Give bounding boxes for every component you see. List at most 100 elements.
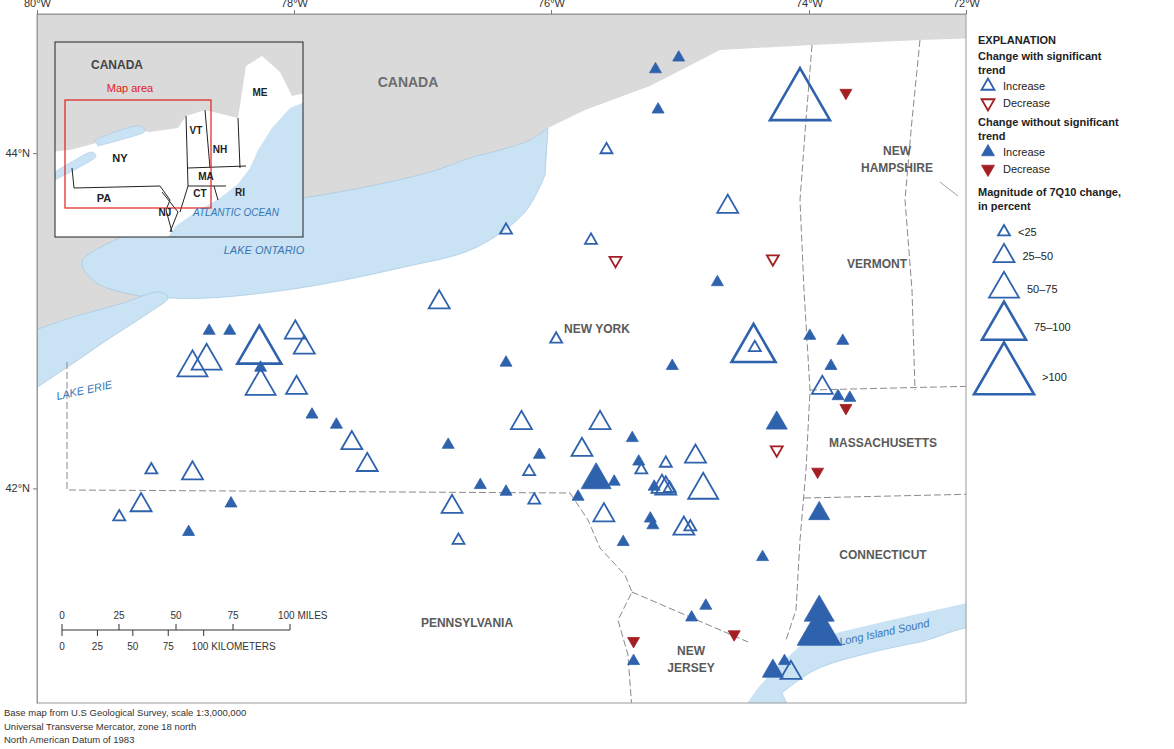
legend: EXPLANATIONChange with significanttrendI…	[974, 34, 1121, 394]
station-marker	[182, 461, 203, 479]
station-marker	[224, 324, 236, 334]
station-marker	[306, 408, 318, 418]
tick-mark	[966, 10, 967, 14]
inset-boundary	[180, 116, 188, 212]
legend-marker	[982, 165, 995, 176]
station-marker	[686, 611, 698, 621]
inset-boundary	[188, 166, 246, 168]
station-marker	[474, 478, 486, 488]
station-marker	[572, 490, 584, 500]
station-marker	[608, 475, 620, 485]
size-legend-label: 25–50	[1023, 250, 1054, 262]
station-marker	[341, 431, 362, 449]
place-labels: CANADALAKE ONTARIOLAKE ERIENEW YORKPENNS…	[55, 74, 937, 675]
lake-erie	[37, 292, 168, 392]
inset-lake	[55, 152, 96, 180]
scale-tick	[176, 624, 177, 630]
inset-label: NY	[112, 152, 128, 164]
scale-label: 100 KILOMETERS	[192, 641, 276, 652]
state-boundary	[905, 40, 920, 390]
station-marker	[442, 438, 454, 448]
station-marker	[685, 444, 706, 462]
station-marker	[617, 535, 629, 545]
station-marker	[225, 497, 237, 507]
station-marker	[452, 533, 464, 543]
tick-mark	[33, 488, 37, 489]
tick-label: 74°W	[796, 0, 824, 9]
place-label: PENNSYLVANIA	[421, 616, 514, 630]
legend-marker	[982, 78, 995, 89]
legend-group-title: Change without significant	[978, 116, 1119, 128]
station-marker	[442, 495, 463, 513]
station-marker	[717, 195, 738, 213]
station-marker	[523, 465, 535, 475]
scale-tick	[203, 630, 204, 636]
state-boundary	[810, 386, 966, 390]
station-marker	[203, 324, 215, 334]
legend-item: Increase	[982, 144, 1046, 158]
tick-label: 72°W	[953, 0, 981, 9]
tick-label: 44°N	[5, 147, 30, 159]
tick-mark	[809, 10, 810, 14]
station-marker	[500, 356, 512, 366]
station-marker	[812, 376, 833, 394]
station-marker	[237, 326, 281, 364]
tick: 80°W	[24, 0, 52, 14]
base-map	[37, 14, 966, 703]
size-legend-label: 75–100	[1034, 321, 1071, 333]
station-marker	[840, 404, 852, 414]
inset-canada	[55, 42, 303, 152]
station-marker	[797, 607, 841, 645]
legend-item: Increase	[982, 78, 1046, 92]
size-legend-label: 50–75	[1027, 283, 1058, 295]
scale-label: 0	[59, 641, 65, 652]
station-marker	[246, 369, 276, 395]
scale-tick	[62, 630, 63, 636]
station-marker	[113, 510, 125, 520]
station-marker	[844, 391, 856, 401]
station-marker	[585, 233, 597, 243]
inset-label: NJ	[159, 207, 172, 218]
station-marker	[804, 329, 816, 339]
station-marker	[590, 411, 611, 429]
station-marker	[648, 480, 660, 490]
inset-ocean	[166, 100, 303, 237]
credit-line: Base map from U.S Geological Survey, sca…	[4, 707, 246, 718]
inset-label: RI	[235, 187, 245, 198]
scale-label: 75	[227, 610, 239, 621]
tick-label: 80°W	[24, 0, 52, 9]
station-marker	[131, 493, 152, 511]
inset-boundary	[214, 186, 218, 200]
place-label: NEW	[677, 644, 706, 658]
size-legend-marker	[989, 272, 1019, 298]
station-marker	[767, 255, 779, 265]
station-marker	[511, 411, 532, 429]
station-marker	[633, 455, 645, 465]
station-marker	[664, 481, 676, 491]
station-marker	[766, 411, 787, 429]
inset-label: MA	[198, 171, 214, 182]
station-marker	[533, 448, 545, 458]
tick: 78°W	[281, 0, 309, 14]
stations	[113, 51, 856, 679]
station-marker	[294, 335, 315, 353]
scale-label: 50	[127, 641, 139, 652]
station-marker	[183, 525, 195, 535]
legend-marker	[982, 99, 995, 110]
station-marker	[177, 350, 207, 376]
tick: 72°W	[953, 0, 981, 14]
tick-label: 42°N	[5, 482, 30, 494]
inset-boundary	[72, 168, 170, 200]
station-marker	[684, 520, 696, 530]
station-marker	[732, 324, 776, 362]
credits: Base map from U.S Geological Survey, sca…	[4, 707, 246, 745]
scale-label: 100 MILES	[278, 610, 328, 621]
station-marker	[145, 463, 157, 473]
scale-tick	[62, 624, 63, 630]
station-marker	[652, 103, 664, 113]
axis-line	[38, 14, 967, 15]
scale-tick	[132, 630, 133, 636]
size-legend-marker	[982, 302, 1026, 340]
tick: 76°W	[538, 0, 566, 14]
station-marker	[728, 631, 740, 641]
